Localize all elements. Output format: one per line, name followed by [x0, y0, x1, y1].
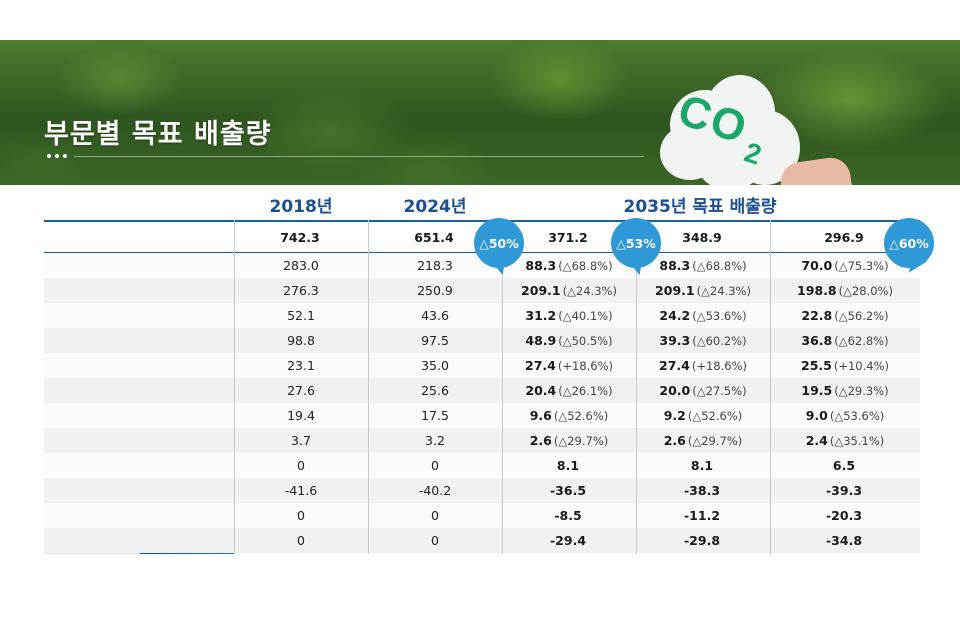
column-divider: [636, 220, 637, 554]
cell-target-2: 20.0 (△27.5%): [659, 383, 747, 398]
total-2018: 742.3: [280, 229, 320, 245]
table-row: 27.6 25.6 20.4 (△26.1%) 20.0 (△27.5%) 19.5…: [44, 378, 920, 403]
cell-target-2: 27.4 (+18.6%): [659, 358, 747, 373]
cell-2024: 97.5: [421, 333, 449, 348]
total-target-1: 371.2: [548, 229, 588, 245]
total-2024: 651.4: [414, 229, 454, 245]
page-title: 부문별 목표 배출량: [44, 119, 272, 150]
cell-target-3: 19.5 (△29.3%): [801, 383, 889, 398]
table-row: 0 0 -29.4 -29.8 -34.8: [44, 528, 920, 553]
cell-target-2: -29.8: [683, 533, 721, 548]
total-target-2: 348.9: [682, 229, 722, 245]
cell-target-1: -36.5: [549, 483, 587, 498]
cell-2018: 0: [297, 533, 305, 548]
cell-2018: 0: [297, 508, 305, 523]
cell-target-3: 36.8 (△62.8%): [801, 333, 889, 348]
cell-2024: 0: [431, 508, 439, 523]
table-row: -41.6 -40.2 -36.5 -38.3 -39.3: [44, 478, 920, 503]
table-row: 0 0 -8.5 -11.2 -20.3: [44, 503, 920, 528]
cell-2024: 25.6: [421, 383, 449, 398]
cell-target-2: 39.3 (△60.2%): [659, 333, 747, 348]
cell-2018: 98.8: [287, 333, 315, 348]
header-2035-target: 2035년 목표 배출량: [623, 197, 777, 217]
table-row: 23.1 35.0 27.4 (+18.6%) 27.4 (+18.6%) 25.5…: [44, 353, 920, 378]
cell-target-3: 22.8 (△56.2%): [801, 308, 889, 323]
cell-target-1: 27.4 (+18.6%): [525, 358, 613, 373]
reduction-bubble-53: △53%: [611, 218, 661, 268]
cell-2018: 0: [297, 458, 305, 473]
cell-2024: 3.2: [425, 433, 445, 448]
table-row: 276.3 250.9 209.1 (△24.3%) 209.1 (△24.3%) …: [44, 278, 920, 303]
co2-cloud-icon: [650, 70, 800, 185]
cell-target-2: 9.2 (△52.6%): [663, 408, 743, 423]
cell-target-3: 25.5 (+10.4%): [801, 358, 889, 373]
cell-target-3: 70.0 (△75.3%): [801, 258, 889, 273]
cell-target-1: -29.4: [549, 533, 587, 548]
reduction-bubble-50: △50%: [474, 218, 524, 268]
table-row: 19.4 17.5 9.6 (△52.6%) 9.2 (△52.6%) 9.0 (△5…: [44, 403, 920, 428]
cell-target-1: -8.5: [554, 508, 582, 523]
cell-target-3: 198.8 (△28.0%): [797, 283, 893, 298]
cell-2018: 27.6: [287, 383, 315, 398]
cell-2018: 19.4: [287, 408, 315, 423]
cell-target-2: 2.6 (△29.7%): [663, 433, 743, 448]
column-divider: [770, 220, 771, 554]
cell-2018: 276.3: [283, 283, 319, 298]
cell-2024: -40.2: [418, 483, 452, 498]
cell-2018: 52.1: [287, 308, 315, 323]
table-row: 98.8 97.5 48.9 (△50.5%) 39.3 (△60.2%) 36.8…: [44, 328, 920, 353]
cell-target-1: 209.1 (△24.3%): [521, 283, 617, 298]
table-top-border: [44, 220, 920, 222]
cell-2024: 218.3: [417, 258, 453, 273]
cell-2024: 35.0: [421, 358, 449, 373]
cell-target-2: 88.3 (△68.8%): [659, 258, 747, 273]
cell-2018: -41.6: [284, 483, 318, 498]
reduction-bubble-60: △60%: [884, 218, 934, 268]
table-row: 0 0 8.1 8.1 6.5: [44, 453, 920, 478]
table-row: 283.0 218.3 88.3 (△68.8%) 88.3 (△68.8%) 70…: [44, 253, 920, 278]
cell-2018: 283.0: [283, 258, 319, 273]
cell-target-3: 2.4 (△35.1%): [805, 433, 885, 448]
banner: 부문별 목표 배출량 CO 2: [0, 40, 960, 185]
total-target-3: 296.9: [824, 229, 864, 245]
cell-target-2: 8.1: [690, 458, 714, 473]
cell-target-3: -34.8: [825, 533, 863, 548]
header-2024: 2024년: [403, 197, 467, 217]
cell-target-1: 31.2 (△40.1%): [525, 308, 613, 323]
column-divider: [234, 220, 235, 554]
cell-2024: 0: [431, 458, 439, 473]
cell-2024: 17.5: [421, 408, 449, 423]
cell-2024: 43.6: [421, 308, 449, 323]
cell-target-1: 8.1: [556, 458, 580, 473]
cell-target-1: 88.3 (△68.8%): [525, 258, 613, 273]
title-underline: [74, 156, 644, 157]
table-row: 52.1 43.6 31.2 (△40.1%) 24.2 (△53.6%) 22.8…: [44, 303, 920, 328]
cell-2018: 23.1: [287, 358, 315, 373]
cell-target-1: 20.4 (△26.1%): [525, 383, 613, 398]
cell-target-1: 2.6 (△29.7%): [529, 433, 609, 448]
cell-target-3: 6.5: [832, 458, 856, 473]
table-row: 3.7 3.2 2.6 (△29.7%) 2.6 (△29.7%) 2.4 (△35.…: [44, 428, 920, 453]
header-2018: 2018년: [269, 197, 333, 217]
cell-target-3: 9.0 (△53.6%): [805, 408, 885, 423]
cell-2018: 3.7: [291, 433, 311, 448]
cell-target-1: 48.9 (△50.5%): [525, 333, 613, 348]
cell-target-2: -38.3: [683, 483, 721, 498]
cell-target-2: 24.2 (△53.6%): [659, 308, 747, 323]
cell-2024: 0: [431, 533, 439, 548]
cell-target-1: 9.6 (△52.6%): [529, 408, 609, 423]
column-divider: [368, 220, 369, 554]
cell-target-2: 209.1 (△24.3%): [655, 283, 751, 298]
cell-target-3: -39.3: [825, 483, 863, 498]
cell-2024: 250.9: [417, 283, 453, 298]
cell-target-3: -20.3: [825, 508, 863, 523]
column-divider: [502, 220, 503, 554]
cell-target-2: -11.2: [683, 508, 721, 523]
decorative-dots: [47, 154, 67, 158]
